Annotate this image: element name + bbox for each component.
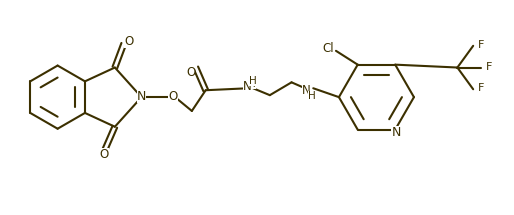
Text: F: F xyxy=(486,61,492,72)
Text: N: N xyxy=(137,90,146,103)
Text: N: N xyxy=(243,80,251,93)
Text: N: N xyxy=(392,126,401,139)
Text: F: F xyxy=(478,40,485,50)
Text: O: O xyxy=(186,66,195,79)
Text: H: H xyxy=(249,76,257,86)
Text: O: O xyxy=(124,35,133,48)
Text: O: O xyxy=(169,90,178,103)
Text: Cl: Cl xyxy=(322,42,334,55)
Text: F: F xyxy=(478,83,485,93)
Text: H: H xyxy=(308,91,316,101)
Text: N: N xyxy=(302,84,311,97)
Text: H: H xyxy=(248,79,256,89)
Text: O: O xyxy=(99,148,108,161)
